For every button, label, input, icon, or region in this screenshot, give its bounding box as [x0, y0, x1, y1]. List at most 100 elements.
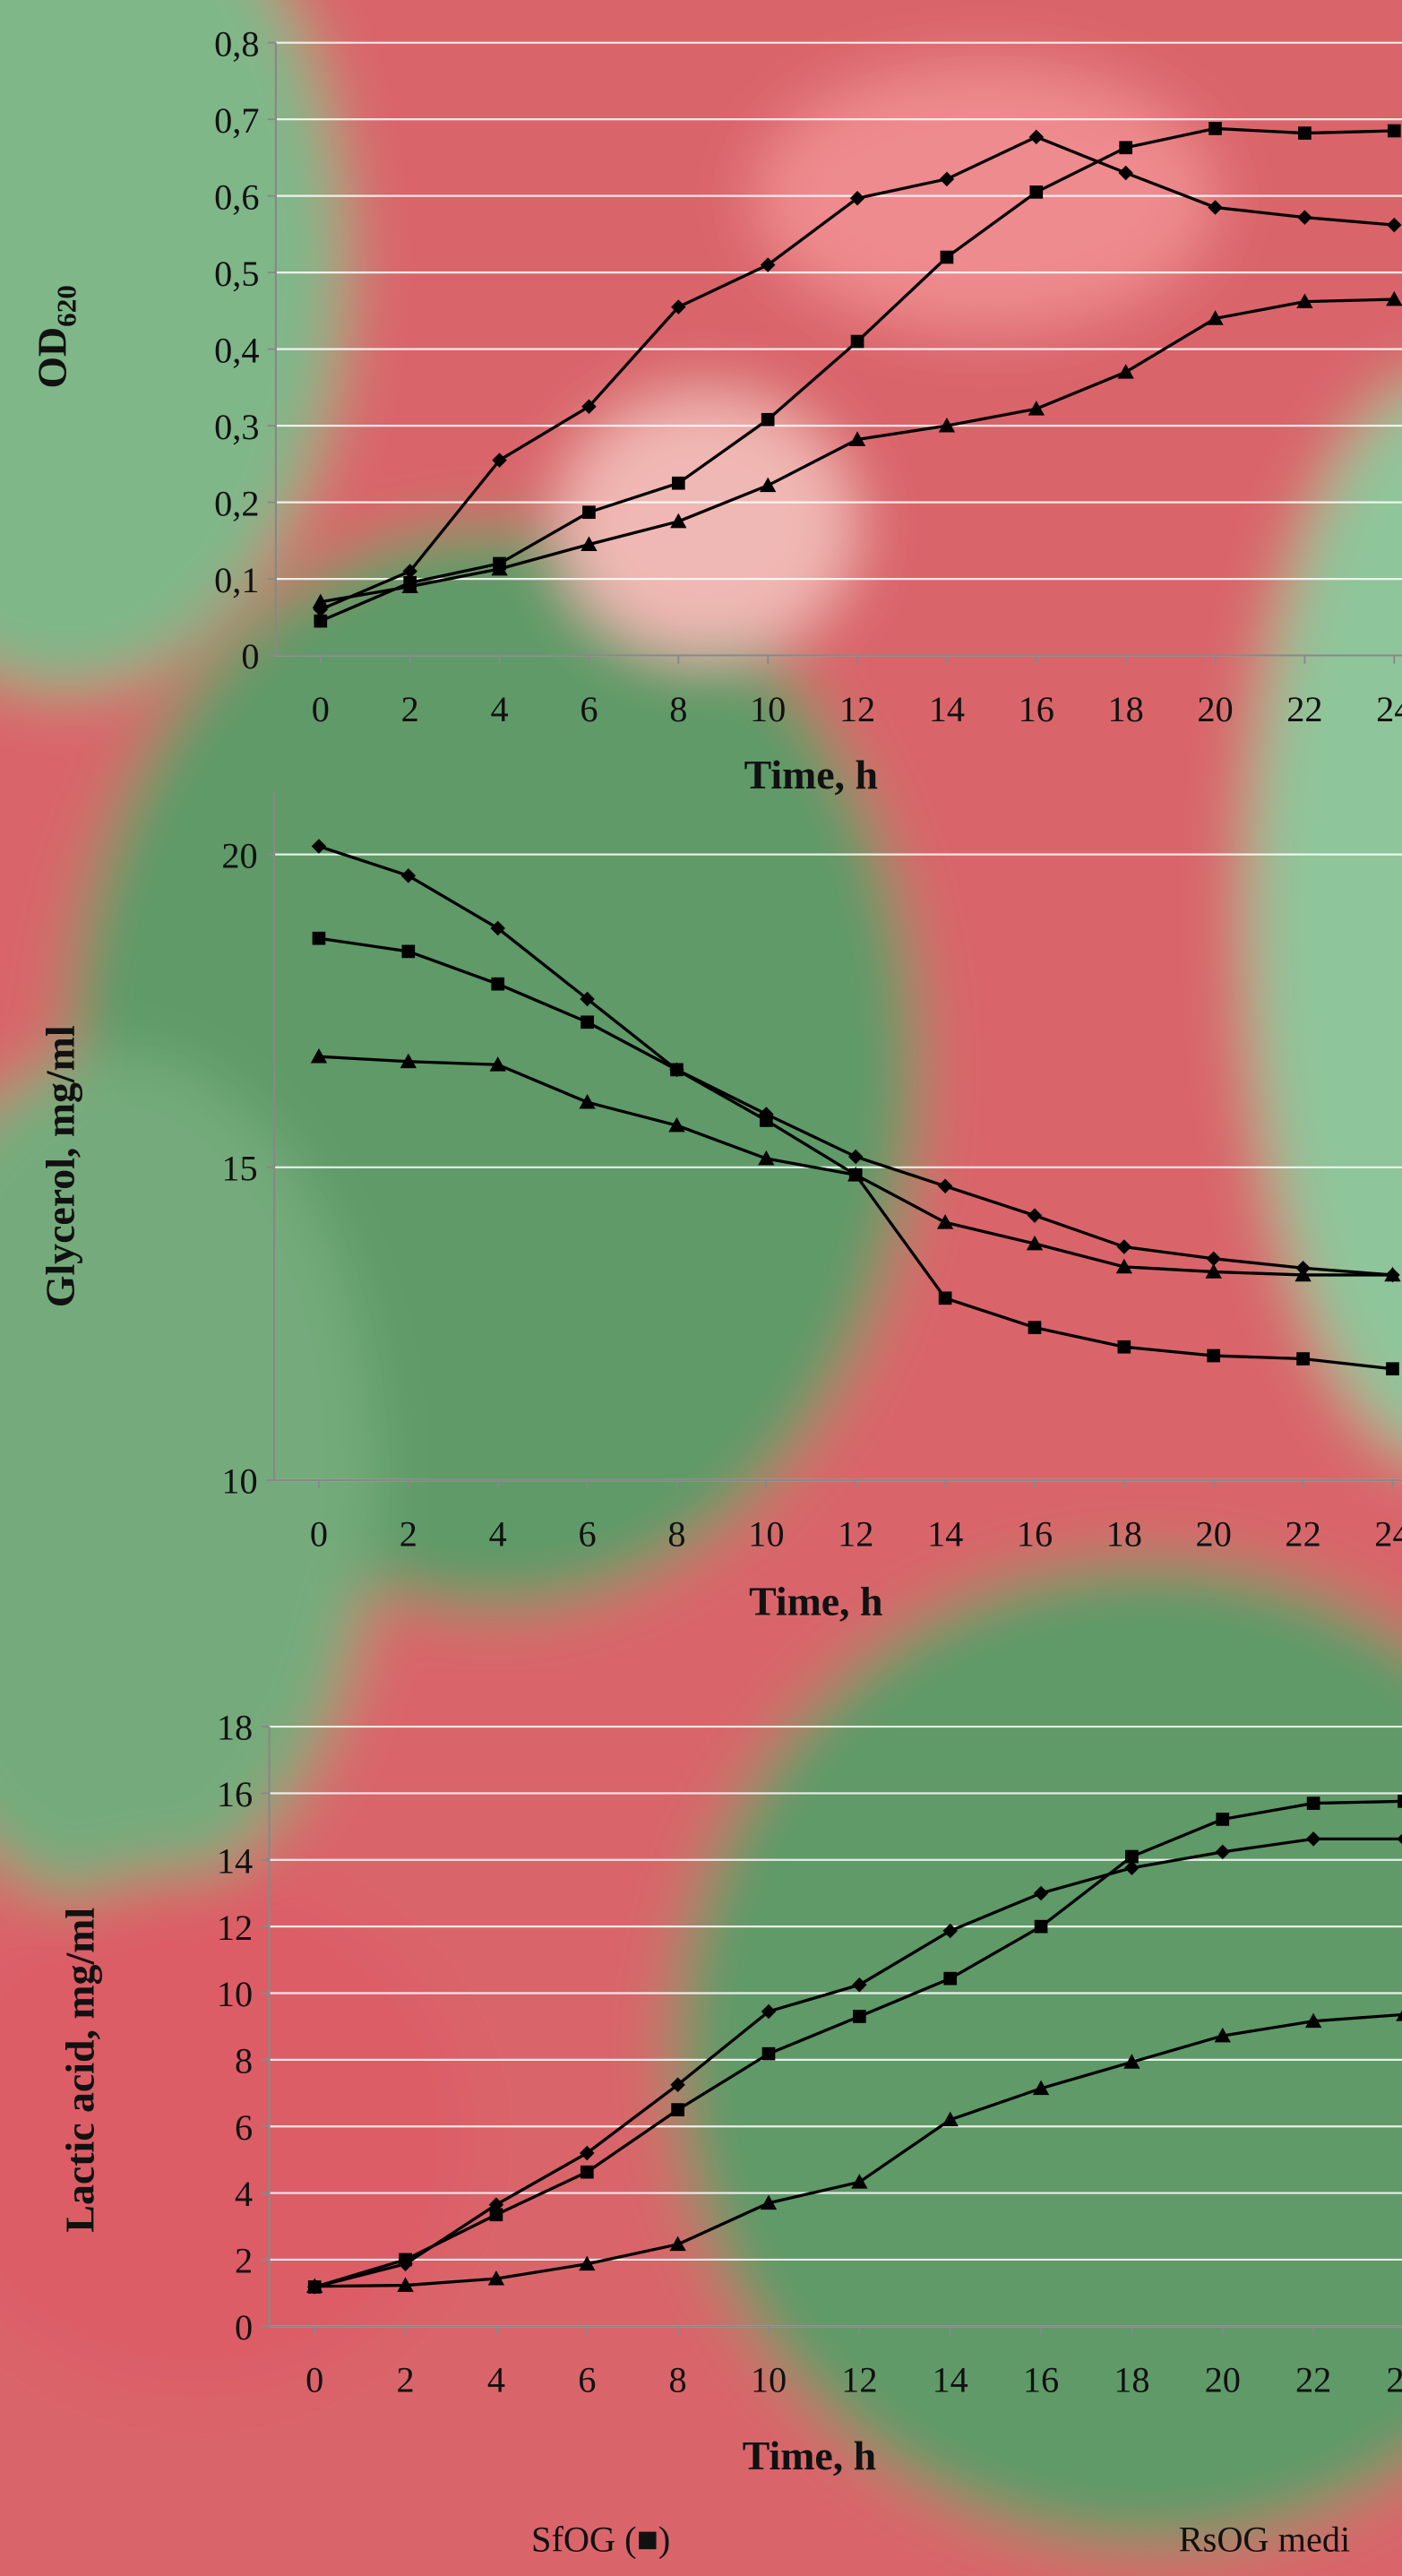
x-tick-label: 24 [1386, 2360, 1402, 2400]
y-tick-label: 2 [235, 2241, 253, 2281]
y-tick-label: 12 [217, 1908, 253, 1948]
x-tick-label: 10 [751, 2360, 787, 2400]
y-tick-label: 8 [235, 2041, 253, 2081]
y-tick-label: 6 [235, 2107, 253, 2148]
x-tick-label: 8 [669, 689, 687, 729]
x-axis-title: Time, h [743, 2433, 876, 2478]
x-tick-label: 0 [310, 1513, 328, 1554]
x-axis-title: Time, h [749, 1578, 882, 1624]
marker [1125, 1850, 1139, 1864]
x-tick-label: 24 [1376, 689, 1402, 729]
marker [1216, 1813, 1229, 1826]
marker [582, 505, 596, 519]
x-tick-label: 16 [1017, 1513, 1053, 1554]
marker [1035, 1920, 1048, 1934]
y-tick-label: 4 [235, 2174, 253, 2214]
x-axis-title: Time, h [744, 752, 878, 797]
x-tick-label: 18 [1106, 1513, 1142, 1554]
marker [671, 2103, 684, 2116]
x-tick-label: 2 [401, 689, 419, 729]
x-tick-label: 2 [400, 1513, 417, 1554]
x-tick-label: 8 [667, 1513, 685, 1554]
y-tick-label: 14 [217, 1840, 253, 1881]
x-tick-label: 4 [489, 1513, 507, 1554]
marker [1118, 1340, 1131, 1354]
x-tick-label: 24 [1374, 1513, 1402, 1554]
x-tick-label: 10 [748, 1513, 784, 1554]
y-tick-label: 20 [221, 835, 257, 875]
x-tick-label: 22 [1295, 2360, 1331, 2400]
marker [1388, 125, 1401, 138]
x-tick-label: 14 [929, 689, 965, 729]
x-tick-label: 22 [1286, 689, 1322, 729]
marker [314, 615, 327, 628]
y-axis-title-main: OD [29, 327, 74, 389]
legend-text: SfOG (■) [531, 2519, 670, 2559]
x-tick-label: 14 [927, 1513, 963, 1554]
x-tick-label: 12 [839, 689, 875, 729]
y-tick-label: 0,4 [214, 330, 259, 370]
marker [939, 1291, 952, 1305]
marker [1029, 185, 1043, 199]
y-tick-label: 0,1 [214, 560, 259, 600]
marker [1119, 141, 1132, 154]
x-tick-label: 20 [1197, 689, 1233, 729]
marker [1398, 1795, 1402, 1808]
marker [851, 335, 864, 349]
marker [670, 1064, 684, 1077]
y-tick-label: 0 [241, 636, 259, 676]
y-tick-label: 0,3 [214, 407, 259, 447]
x-tick-label: 0 [312, 689, 330, 729]
marker [313, 932, 326, 945]
y-tick-label: 0,6 [214, 177, 259, 217]
marker [402, 945, 416, 959]
marker [943, 1972, 957, 1986]
background [0, 0, 1402, 2576]
y-axis-title: Glycerol, mg/ml [37, 1025, 82, 1307]
marker [672, 477, 685, 490]
marker [941, 251, 954, 264]
page: SfOG (■) RsOG medi 0 0,1 0,2 0,3 0,4 0,5 0,6 0,… [0, 0, 1402, 2576]
marker [761, 413, 775, 426]
figure: SfOG (■) RsOG medi 0 0,1 0,2 0,3 0,4 0,5 0,6 0,… [0, 0, 1402, 2576]
x-tick-label: 10 [750, 689, 786, 729]
x-tick-label: 16 [1019, 689, 1054, 729]
y-tick-label: 10 [221, 1461, 257, 1502]
x-tick-label: 18 [1108, 689, 1144, 729]
y-tick-label: 15 [221, 1148, 257, 1188]
marker [581, 2166, 594, 2179]
marker [1296, 1352, 1310, 1366]
marker [1307, 1796, 1320, 1810]
y-tick-label: 16 [217, 1774, 253, 1814]
x-tick-label: 14 [933, 2360, 968, 2400]
marker [1208, 122, 1222, 135]
y-tick-label: 0,8 [214, 23, 259, 64]
legend-text: RsOG medi [1179, 2519, 1350, 2559]
x-tick-label: 22 [1285, 1513, 1320, 1554]
x-tick-label: 16 [1023, 2360, 1059, 2400]
y-tick-label: 0,7 [214, 100, 259, 141]
marker [490, 2208, 503, 2221]
x-tick-label: 0 [305, 2360, 323, 2400]
x-tick-label: 6 [580, 689, 598, 729]
x-tick-label: 12 [838, 1513, 873, 1554]
y-tick-label: 0,2 [214, 483, 259, 523]
y-axis-title-sub: 620 [50, 285, 82, 327]
x-tick-label: 4 [490, 689, 508, 729]
y-axis-title-main: Glycerol, mg/ml [37, 1025, 82, 1307]
y-axis-title: Lactic acid, mg/ml [56, 1908, 102, 2233]
y-tick-label: 0,5 [214, 254, 259, 294]
x-tick-label: 6 [579, 1513, 597, 1554]
marker [1028, 1321, 1042, 1334]
x-tick-label: 12 [841, 2360, 877, 2400]
x-tick-label: 20 [1196, 1513, 1232, 1554]
marker [581, 1015, 594, 1029]
y-tick-label: 18 [217, 1708, 253, 1748]
x-tick-label: 4 [487, 2360, 505, 2400]
marker [1386, 1362, 1399, 1375]
x-tick-label: 20 [1205, 2360, 1241, 2400]
marker [1298, 126, 1312, 140]
x-tick-label: 6 [578, 2360, 596, 2400]
y-tick-label: 10 [217, 1974, 253, 2014]
marker [762, 2047, 776, 2061]
